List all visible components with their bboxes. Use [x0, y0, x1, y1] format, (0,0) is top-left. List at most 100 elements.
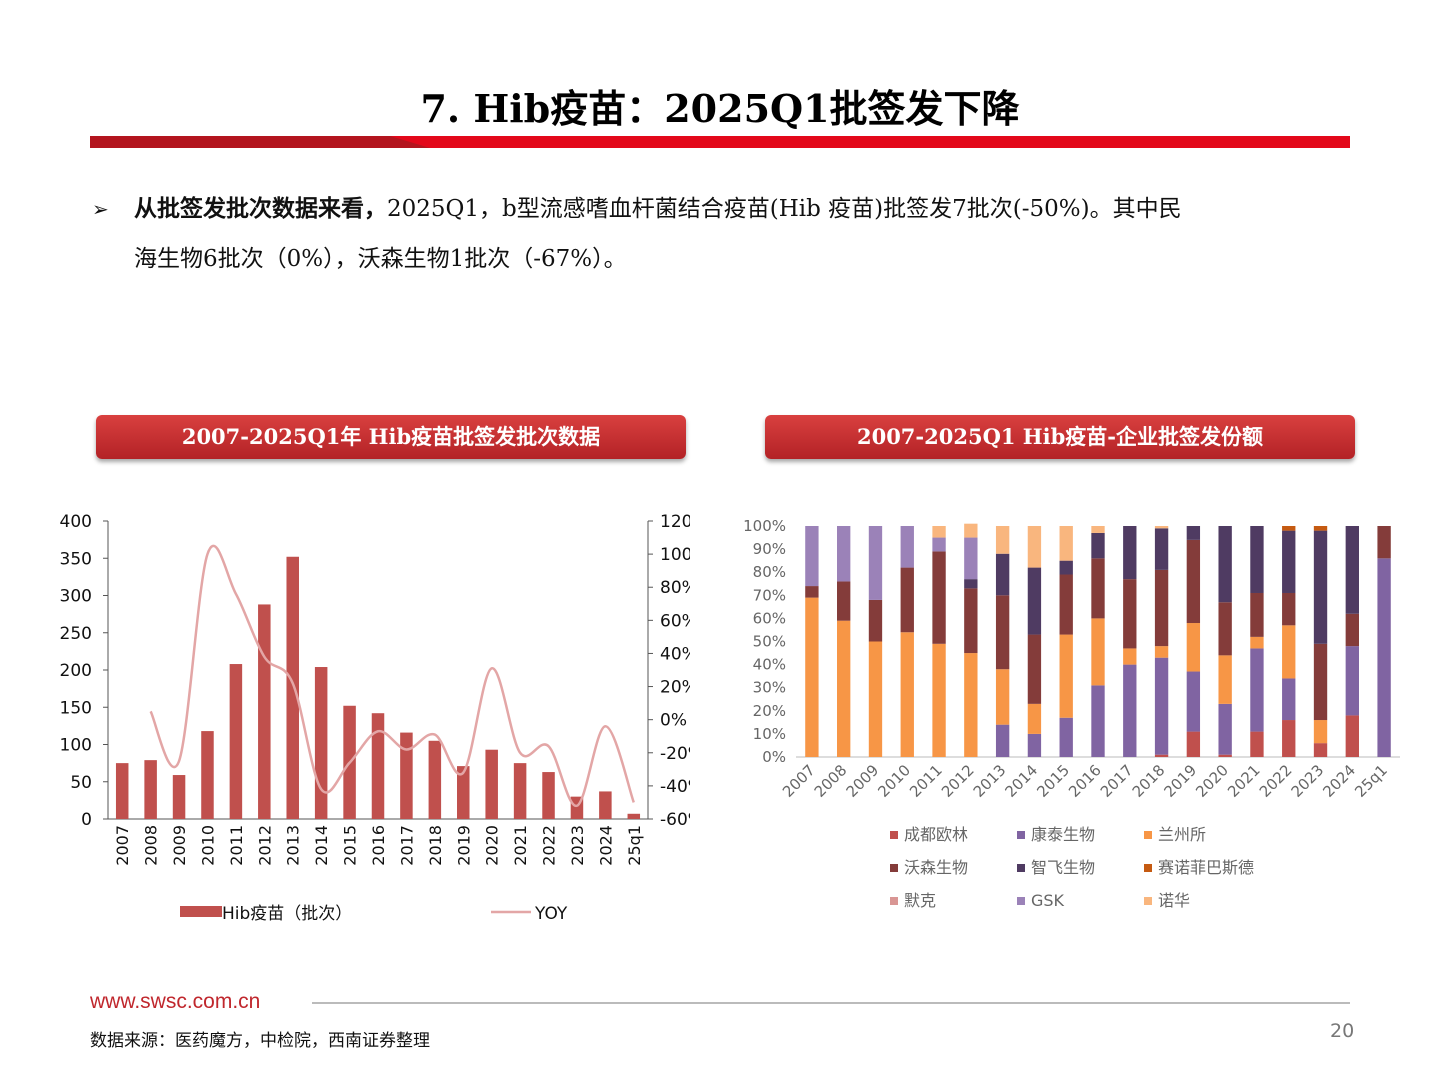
y-tick-label: 100%: [743, 517, 786, 535]
left-panel-title: 2007-2025Q1年 Hib疫苗批签发批次数据: [96, 415, 686, 459]
x-tick-label: 2019: [1160, 761, 1200, 801]
share-segment: [964, 588, 978, 654]
share-segment: [1250, 526, 1264, 593]
share-segment: [1313, 530, 1328, 644]
yoy-line: [149, 544, 635, 807]
x-tick-label: 2020: [1192, 761, 1232, 801]
batch-bar: [115, 763, 129, 819]
share-segment: [1154, 569, 1169, 647]
page-number: 20: [1330, 1020, 1355, 1042]
share-segment: [1345, 715, 1359, 757]
batch-bar: [201, 731, 214, 819]
share-segment: [1027, 634, 1042, 704]
share-segment: [1282, 625, 1296, 679]
share-segment: [1154, 754, 1169, 757]
legend-label: 诺华: [1158, 891, 1190, 910]
x-tick-label: 2019: [454, 825, 473, 866]
x-tick-label: 25q1: [625, 825, 644, 866]
right-y-tick-label: -20%: [660, 744, 690, 764]
share-segment: [1250, 592, 1264, 637]
x-tick-label: 2011: [906, 761, 946, 801]
y-tick-label: 40%: [753, 656, 786, 674]
x-tick-label: 2009: [843, 761, 883, 801]
share-segment: [1059, 574, 1073, 635]
share-segment: [1250, 731, 1264, 757]
right-y-tick-label: -40%: [660, 777, 690, 797]
y-tick-label: 20%: [753, 702, 786, 720]
share-segment: [964, 653, 978, 757]
share-segment: [900, 526, 914, 568]
share-segment: [964, 537, 978, 580]
batch-bar: [627, 813, 641, 819]
share-segment: [1313, 526, 1328, 531]
share-segment: [1091, 526, 1105, 533]
x-tick-label: 2010: [198, 825, 217, 866]
share-segment: [1027, 703, 1042, 734]
x-tick-label: 2011: [227, 825, 246, 866]
right-y-tick-label: 120%: [660, 512, 690, 532]
legend-label: 成都欧林: [904, 825, 968, 844]
y-tick-label: 30%: [753, 679, 786, 697]
bullet-line-1: 2025Q1，b型流感嗜血杆菌结合疫苗(Hib 疫苗)批签发7批次(-50%)。…: [387, 196, 1182, 222]
batch-bar: [229, 664, 243, 819]
share-segment: [995, 724, 1010, 757]
x-tick-label: 2014: [312, 825, 331, 866]
x-tick-label: 2023: [568, 825, 587, 866]
x-tick-label: 2017: [397, 825, 416, 866]
batch-bar: [485, 749, 498, 819]
share-segment: [1059, 634, 1073, 718]
x-tick-label: 25q1: [1351, 761, 1391, 801]
share-segment: [1218, 655, 1232, 704]
legend-swatch: [890, 864, 898, 872]
legend-swatch: [1017, 864, 1025, 872]
x-tick-label: 2021: [1224, 761, 1264, 801]
left-y-tick-label: 100: [60, 736, 92, 756]
footer-website[interactable]: www.swsc.com.cn: [90, 990, 261, 1013]
share-segment: [1059, 526, 1073, 561]
batch-bar: [599, 791, 612, 819]
left-y-tick-label: 300: [60, 587, 92, 607]
legend-label: 沃森生物: [904, 858, 968, 877]
y-tick-label: 80%: [753, 563, 786, 581]
right-y-tick-label: 40%: [660, 644, 690, 664]
title-underline: [90, 136, 1350, 148]
left-y-tick-label: 150: [60, 698, 92, 718]
x-tick-label: 2017: [1097, 761, 1137, 801]
legend-bar-label: Hib疫苗（批次）: [222, 904, 352, 924]
x-tick-label: 2022: [540, 825, 559, 866]
share-segment: [1123, 664, 1137, 757]
share-segment: [995, 595, 1010, 670]
y-tick-label: 0%: [762, 748, 786, 766]
x-tick-label: 2013: [284, 825, 303, 866]
legend-swatch: [1144, 897, 1152, 905]
share-segment: [805, 526, 819, 587]
share-segment: [995, 669, 1010, 725]
footer-divider: [312, 1002, 1350, 1004]
share-segment: [837, 620, 851, 757]
x-tick-label: 2024: [596, 825, 615, 866]
x-tick-label: 2023: [1288, 761, 1328, 801]
legend-swatch: [1144, 864, 1152, 872]
y-tick-label: 90%: [753, 540, 786, 558]
bullet-paragraph: ➢ 从批签发批次数据来看，2025Q1，b型流感嗜血杆菌结合疫苗(Hib 疫苗)…: [92, 184, 1362, 284]
share-segment: [1154, 646, 1169, 658]
left-y-tick-label: 0: [81, 810, 92, 830]
batch-bar: [513, 763, 527, 819]
share-segment: [1218, 703, 1232, 755]
legend-label: 康泰生物: [1031, 825, 1095, 844]
share-segment: [1186, 623, 1201, 672]
share-segment: [1186, 671, 1201, 732]
legend-label: 默克: [904, 891, 936, 910]
right-y-tick-label: 0%: [660, 711, 687, 731]
company-share-chart: 0%10%20%30%40%50%60%70%80%90%100%2007200…: [743, 517, 1400, 910]
share-segment: [1186, 731, 1201, 757]
x-tick-label: 2010: [874, 761, 914, 801]
legend-label: GSK: [1031, 891, 1065, 910]
footer-source: 数据来源：医药魔方，中检院，西南证券整理: [90, 1031, 430, 1051]
bullet-bold-lead: 从批签发批次数据来看，: [134, 195, 387, 222]
share-segment: [1123, 579, 1137, 649]
x-tick-label: 2009: [170, 825, 189, 866]
share-segment: [1154, 526, 1169, 529]
share-segment: [1027, 567, 1042, 635]
x-tick-label: 2008: [811, 761, 851, 801]
